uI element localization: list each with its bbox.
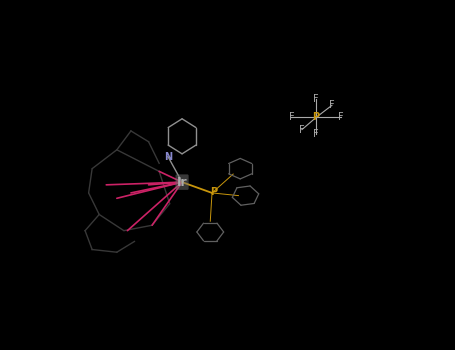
Text: P: P <box>210 187 217 197</box>
Text: P: P <box>313 112 319 122</box>
Text: F: F <box>299 125 305 135</box>
Text: F: F <box>288 112 294 122</box>
Text: F: F <box>329 100 335 110</box>
Text: Ir: Ir <box>177 176 187 189</box>
Text: N: N <box>164 152 172 162</box>
Text: F: F <box>313 129 319 139</box>
Text: F: F <box>338 112 344 122</box>
Text: F: F <box>313 93 319 104</box>
